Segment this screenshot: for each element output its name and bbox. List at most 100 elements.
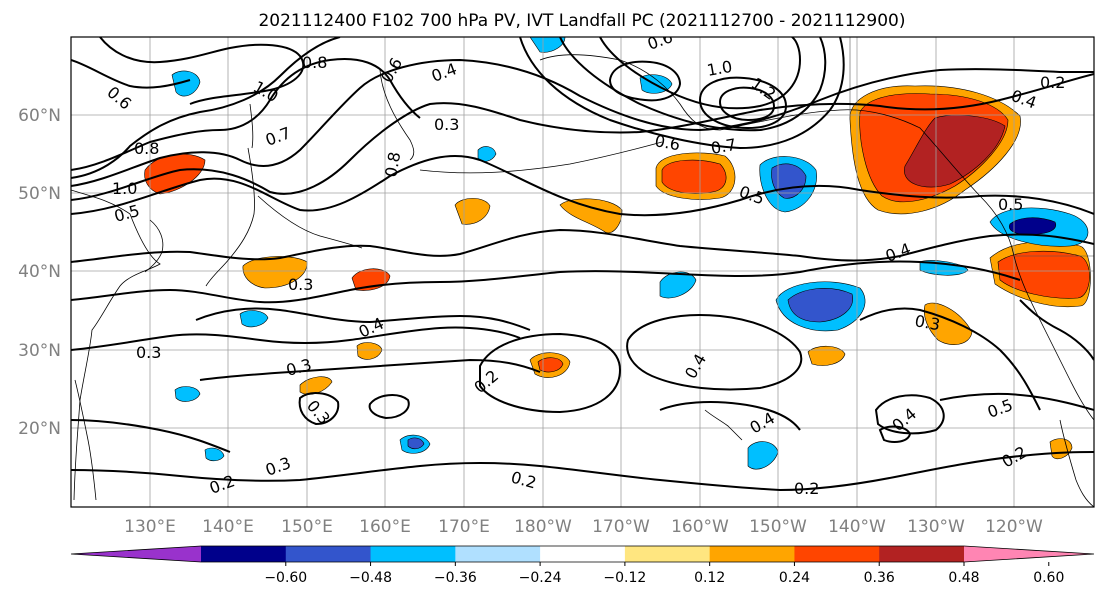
positive-anomaly-central-north-inner xyxy=(661,159,727,194)
contour-0.4-loop-160w xyxy=(626,314,803,391)
coastline-philippines xyxy=(74,379,97,501)
lat-label-50n: 50°N xyxy=(18,184,61,204)
contour-0.5-east xyxy=(939,392,1094,411)
colorbar-tick-label: 0.36 xyxy=(864,570,895,586)
colorbar-tick-label: 0.12 xyxy=(694,570,725,586)
lon-label-160w: 160°W xyxy=(671,517,729,537)
colorbar-swatch xyxy=(794,546,880,562)
coastline-mexico xyxy=(1059,419,1094,507)
colorbar-tick-label: −0.12 xyxy=(603,570,646,586)
negative-anomaly-140e-17n xyxy=(204,447,225,462)
contour-1.0-north xyxy=(71,37,341,179)
contour-0.2-loop-180 xyxy=(479,332,622,414)
lon-label-140e: 140°E xyxy=(202,517,254,537)
colorbar-swatch xyxy=(709,546,795,562)
contour-0.6-north xyxy=(71,73,1094,201)
contour-label: 0.2 xyxy=(794,479,819,498)
colorbar-tick-label: −0.48 xyxy=(349,570,392,586)
coastline-asia xyxy=(71,189,161,501)
lat-label-60n: 60°N xyxy=(18,106,61,126)
coastline-kuril xyxy=(257,195,363,249)
lat-label-20n: 20°N xyxy=(18,419,61,439)
contour-0.4-east xyxy=(859,307,1041,411)
negative-anomaly-bc-core xyxy=(1009,217,1057,235)
lon-label-160e: 160°E xyxy=(359,517,411,537)
lon-label-170w: 170°W xyxy=(592,517,650,537)
positive-anomaly-145w-28n xyxy=(807,345,846,366)
contour-0.6-loop-ak xyxy=(608,60,682,102)
contour-label: 0.8 xyxy=(302,53,327,72)
lon-label-140w: 140°W xyxy=(828,517,886,537)
colorbar-swatch xyxy=(624,546,711,562)
contour-label: 1.0 xyxy=(112,179,137,198)
longitude-labels: 130°E 140°E 150°E 160°E 170°E 180°W 170°… xyxy=(124,517,1043,537)
colorbar-extend-max xyxy=(964,546,1094,562)
contour-label: 0.8 xyxy=(134,139,159,158)
map-border xyxy=(70,36,1095,508)
pv-contours xyxy=(71,37,1094,492)
contour-0.4-coast xyxy=(1019,299,1094,361)
lon-label-180w: 180°W xyxy=(514,517,572,537)
lon-label-130w: 130°W xyxy=(907,517,965,537)
latitude-labels: 60°N 50°N 40°N 30°N 20°N xyxy=(18,106,61,439)
contour-label: 0.7 xyxy=(709,135,737,158)
lat-label-40n: 40°N xyxy=(18,262,61,282)
contour-0.3-loop-170e xyxy=(368,394,410,420)
contour-0.4-loop-130w xyxy=(874,394,945,435)
figure-title: 2021112400 F102 700 hPa PV, IVT Landfall… xyxy=(258,11,905,31)
coastline-alaska xyxy=(539,54,1015,257)
negative-anomaly-135e-62n xyxy=(171,70,201,97)
contour-0.7-north xyxy=(71,58,1094,187)
negative-anomaly-145e-33n xyxy=(239,310,269,328)
contour-1.4-loop xyxy=(718,86,776,122)
negative-anomaly-140w-40n xyxy=(919,260,969,276)
colorbar-tick-label: −0.60 xyxy=(264,570,307,586)
contour-label: 0.6 xyxy=(653,131,681,154)
contour-0.3-wp xyxy=(71,326,521,351)
colorbar-tick-label: −0.36 xyxy=(434,570,477,586)
contour-0.3-loop-140e xyxy=(298,392,340,426)
lon-label-150e: 150°E xyxy=(281,517,333,537)
positive-anomaly-180-25n-inner xyxy=(537,357,564,373)
contour-0.3-sub xyxy=(199,358,541,381)
contour-label: 0.3 xyxy=(288,275,313,294)
coastline-hawaii xyxy=(704,409,743,441)
colorbar-swatch xyxy=(370,546,456,562)
positive-anomaly-gulf-alaska-core xyxy=(904,114,1006,188)
contour-0.3-mid xyxy=(71,260,1021,304)
contour-small-loop-se xyxy=(878,425,912,443)
coastline-japan xyxy=(205,147,255,287)
colorbar: −0.60 −0.48 −0.36 −0.24 −0.12 0.12 0.24 0.36 0.4… xyxy=(70,545,1095,586)
colorbar-swatch xyxy=(201,546,287,562)
contour-jet-core-2 xyxy=(559,37,827,132)
contour-label: 0.2 xyxy=(1040,73,1065,92)
contour-0.3-asia-south xyxy=(71,419,231,453)
contour-label: 0.8 xyxy=(381,150,404,178)
contour-0.6-nw xyxy=(71,59,191,89)
coastlines xyxy=(71,37,1094,507)
contour-1.2-loop xyxy=(698,76,788,130)
colorbar-tick-label: −0.24 xyxy=(519,570,562,586)
lat-label-30n: 30°N xyxy=(18,341,61,361)
colorbar-extend-min xyxy=(71,546,201,562)
lon-label-150w: 150°W xyxy=(749,517,807,537)
positive-anomaly-nw-us-inner xyxy=(997,250,1090,299)
map-content: 0.6 1.0 0.8 0.7 0.8 1.0 0.5 0.6 0.4 0.3 … xyxy=(71,37,1094,507)
coastline-aleutians xyxy=(419,141,663,174)
contour-1.0-nw xyxy=(99,37,305,105)
graticule xyxy=(71,37,1094,507)
negative-anomaly-165e-18n-core xyxy=(407,437,425,450)
lon-label-130e: 130°E xyxy=(124,517,176,537)
colorbar-swatch xyxy=(455,546,541,562)
coastline-sakhalin xyxy=(249,103,254,149)
positive-anomaly-175w xyxy=(559,198,623,234)
contour-jet-core-3 xyxy=(599,37,802,110)
contour-label: 0.3 xyxy=(913,311,941,334)
contour-0.2-south xyxy=(71,451,1094,492)
lon-label-120w: 120°W xyxy=(985,517,1043,537)
contour-label: 0.3 xyxy=(434,115,459,134)
colorbar-swatch xyxy=(285,546,372,562)
contour-label: 0.3 xyxy=(136,343,161,362)
contour-jet-core-1 xyxy=(519,37,845,150)
contour-0.5-north xyxy=(71,155,1094,217)
